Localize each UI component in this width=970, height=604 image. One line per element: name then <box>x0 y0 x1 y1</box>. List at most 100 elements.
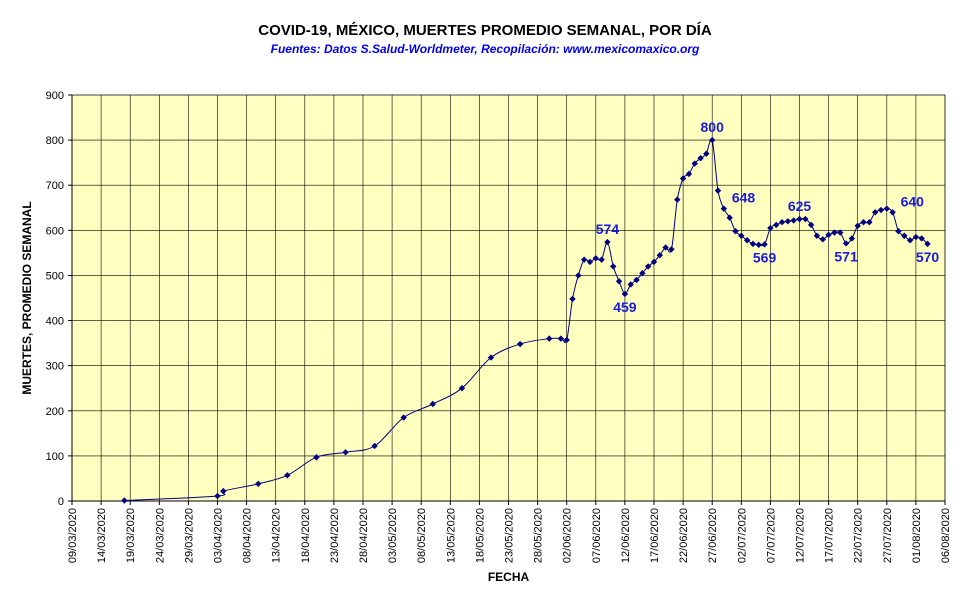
x-tick-label: 12/07/2020 <box>795 508 807 563</box>
x-tick-label: 23/04/2020 <box>329 508 341 563</box>
x-tick-label: 28/05/2020 <box>533 508 545 563</box>
data-point-marker <box>691 160 698 167</box>
x-tick-label: 22/06/2020 <box>678 508 690 563</box>
data-point-marker <box>633 276 640 284</box>
data-point-marker <box>732 228 739 235</box>
grid-layer <box>71 94 946 502</box>
data-point-marker <box>668 246 675 253</box>
x-tick-label: 03/05/2020 <box>387 508 399 563</box>
data-label: 574 <box>596 221 620 237</box>
data-point-marker <box>738 232 745 239</box>
x-tick-label: 07/06/2020 <box>591 508 603 563</box>
x-tick-label: 17/07/2020 <box>824 508 836 563</box>
y-tick-label: 600 <box>46 225 64 237</box>
y-tick-label: 500 <box>46 270 64 282</box>
data-point-marker <box>598 256 605 263</box>
data-point-marker <box>743 237 751 244</box>
x-tick-label: 22/07/2020 <box>853 508 865 563</box>
x-tick-label: 29/03/2020 <box>183 508 195 563</box>
data-point-marker <box>621 290 629 298</box>
data-point-marker <box>796 215 803 223</box>
marker-layer <box>121 136 931 504</box>
data-point-marker <box>778 219 786 226</box>
data-point-marker <box>569 295 576 303</box>
label-layer: 574 459 800 648 569 625 571 640 570 <box>596 119 940 315</box>
data-label: 640 <box>901 193 925 209</box>
x-tick-label: 18/04/2020 <box>300 508 312 563</box>
data-point-marker <box>773 221 780 229</box>
data-point-marker <box>877 206 885 214</box>
x-tick-label: 09/03/2020 <box>67 508 79 563</box>
data-point-marker <box>121 497 128 504</box>
data-label: 569 <box>753 249 777 265</box>
data-point-marker <box>854 222 861 230</box>
data-label: 570 <box>916 249 940 265</box>
data-point-marker <box>825 231 832 239</box>
x-tick-label: 28/04/2020 <box>358 508 370 563</box>
x-tick-label: 12/06/2020 <box>620 508 632 563</box>
data-point-marker <box>371 442 378 450</box>
data-point-marker <box>714 187 722 194</box>
data-point-marker <box>767 224 774 232</box>
y-tick-label: 700 <box>46 180 64 192</box>
data-point-marker <box>906 237 914 244</box>
data-point-marker <box>883 205 890 212</box>
data-point-marker <box>487 354 495 361</box>
data-point-marker <box>604 238 611 246</box>
data-point-marker <box>703 150 710 157</box>
data-point-marker <box>755 241 762 248</box>
x-tick-label: 18/05/2020 <box>474 508 486 563</box>
data-point-marker <box>784 218 792 225</box>
axis-layer: 0 100 200 300 400 500 600 700 800 900 09/03/2020 14… <box>46 90 952 563</box>
x-tick-label: 14/03/2020 <box>96 508 108 563</box>
data-point-marker <box>871 209 879 216</box>
x-tick-label: 07/07/2020 <box>765 508 777 563</box>
data-point-marker <box>656 251 664 259</box>
data-point-marker <box>644 263 652 270</box>
data-point-marker <box>679 175 687 182</box>
data-point-marker <box>220 487 227 495</box>
chart-subtitle: Fuentes: Datos S.Salud-Worldmeter, Recop… <box>270 42 700 56</box>
data-point-marker <box>214 492 221 500</box>
data-point-marker <box>592 255 599 262</box>
data-point-marker <box>400 414 407 421</box>
data-label: 571 <box>834 248 858 264</box>
data-point-marker <box>709 136 716 144</box>
data-point-marker <box>615 278 623 285</box>
data-point-marker <box>610 263 617 270</box>
data-point-marker <box>860 219 867 226</box>
data-point-marker <box>842 240 850 247</box>
x-tick-label: 02/07/2020 <box>736 508 748 563</box>
x-tick-label: 02/06/2020 <box>562 508 574 563</box>
data-point-marker <box>866 219 873 226</box>
data-point-marker <box>901 232 908 239</box>
x-tick-label: 13/05/2020 <box>445 508 457 563</box>
data-point-marker <box>848 235 856 242</box>
data-point-marker <box>807 221 815 229</box>
y-tick-label: 400 <box>46 316 64 328</box>
data-point-marker <box>802 215 809 223</box>
y-tick-label: 0 <box>58 496 64 508</box>
data-point-marker <box>557 335 565 342</box>
data-point-marker <box>889 209 896 216</box>
data-label: 625 <box>788 198 812 214</box>
data-point-marker <box>726 214 733 221</box>
x-axis-title: FECHA <box>488 570 530 584</box>
data-point-marker <box>837 229 844 236</box>
data-label: 648 <box>732 190 756 206</box>
x-tick-label: 13/04/2020 <box>271 508 283 563</box>
data-point-marker <box>697 154 704 162</box>
x-tick-label: 24/03/2020 <box>154 508 166 563</box>
x-tick-label: 27/06/2020 <box>707 508 719 563</box>
data-point-marker <box>720 205 728 212</box>
x-tick-label: 19/03/2020 <box>125 508 137 563</box>
x-tick-label: 03/04/2020 <box>213 508 225 563</box>
y-tick-label: 300 <box>46 361 64 373</box>
x-tick-label: 23/05/2020 <box>504 508 516 563</box>
data-point-marker <box>627 281 634 288</box>
data-point-marker <box>516 340 524 348</box>
data-point-marker <box>313 454 320 461</box>
data-point-marker <box>650 258 658 266</box>
data-point-marker <box>895 228 902 235</box>
